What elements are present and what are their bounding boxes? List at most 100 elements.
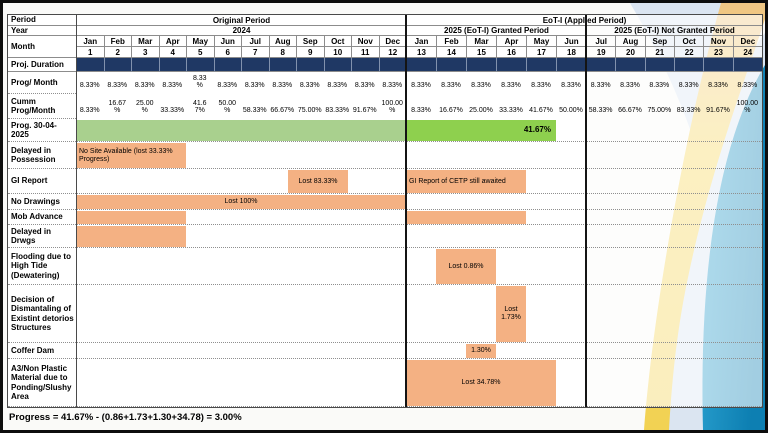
month-number-cell: 6 [213,47,241,58]
month-cell: Feb [103,36,131,47]
prog-month-value: 8.33% [244,82,265,90]
prog-month-value: 8.33% [590,82,611,90]
row-label-a3-non-plastic: A3/Non Plastic Material due to Ponding/S… [8,359,76,407]
month-number-cell: 16 [496,47,526,58]
duration-cell [673,58,704,72]
month-number-cell: 15 [466,47,496,58]
cumm-prog-value: 16.67% [439,107,463,115]
duration-cell [586,58,616,72]
gantt-bar-mob-advance [406,211,526,224]
cumm-prog-value: 83.33% [676,107,701,115]
gantt-bar-flooding-high-tide: Lost 0.86% [436,249,496,284]
duration-cell [406,58,436,72]
month-cell: Aug [268,36,296,47]
year-not-granted-header: 2025 (EoT-I) Not Granted Period [586,26,762,36]
prog-month-value: 8.33% [134,82,155,90]
month-cell: Jan [406,36,436,47]
month-cell: Nov [351,36,379,47]
row-label-prog-30-04-2025: Prog. 30-04-2025 [8,119,76,142]
month-number-cell: 12 [378,47,406,58]
gantt-row-coffer-dam [8,343,762,359]
month-cell: Mar [131,36,159,47]
month-cell: Apr [496,36,526,47]
gantt-table: Original Period EoT-I (Applied Period) 202… [8,15,762,407]
month-number-cell: 23 [703,47,733,58]
cumm-prog-value: 25.00 % [135,99,154,115]
month-cell: Sep [296,36,324,47]
row-label-month: Month [8,36,76,58]
month-number-cell: 20 [615,47,645,58]
duration-cell [615,58,645,72]
month-number-cell: 10 [323,47,351,58]
gantt-row-mob-advance [8,210,762,225]
month-number-cell: 22 [673,47,704,58]
month-cell: Oct [323,36,351,47]
month-cell: Nov [703,36,733,47]
month-cell: Dec [378,36,406,47]
prog-month-value: 8.33% [501,82,521,90]
cumm-prog-value: 91.67% [706,107,730,115]
gantt-bar-prog-30-04-2025: 41.67% [406,120,556,141]
duration-cell [378,58,406,72]
gantt-bar-gi-report: Lost 83.33% [287,170,349,193]
row-label-delayed-in-drwgs: Delayed in Drwgs [8,225,76,248]
gantt-row-decision-dismantling [8,285,762,343]
month-cell: Sep [644,36,674,47]
gantt-bar-delayed-in-drwgs [76,226,186,247]
duration-cell [703,58,733,72]
divider-label-column [76,15,77,407]
prog-month-value: 8.33% [79,82,100,90]
prog-month-value: 8.33% [107,82,128,90]
month-number-cell: 17 [526,47,556,58]
gantt-row-gi-report [8,169,762,194]
prog-month-value: 8.33% [649,82,670,90]
row-label-cumm-prog-month: Cumm Prog/Month [8,94,76,119]
row-label-delayed-in-possession: Delayed in Possession [8,142,76,169]
month-number-cell: 14 [436,47,466,58]
duration-cell [496,58,526,72]
cumm-prog-value: 41.6 7% [192,99,207,115]
month-number-cell: 24 [732,47,762,58]
month-cell: Apr [158,36,186,47]
duration-cell [76,58,104,72]
month-number-cell: 18 [556,47,586,58]
row-label-gi-report: GI Report [8,169,76,194]
duration-cell [296,58,324,72]
gantt-bar-a3-non-plastic: Lost 34.78% [406,360,556,406]
cumm-prog-value: 50.00% [559,107,583,115]
duration-cell [644,58,674,72]
month-cell: Dec [732,36,762,47]
cumm-prog-value: 91.67% [352,107,377,115]
duration-cell [351,58,379,72]
prog-month-value: 8.33% [737,82,758,90]
row-label-flooding-high-tide: Flooding due to High Tide (Dewatering) [8,248,76,285]
duration-cell [436,58,466,72]
duration-cell [241,58,269,72]
month-number-cell: 11 [351,47,379,58]
divider-granted-notgranted [585,15,587,407]
month-number-cell: 7 [241,47,269,58]
gantt-bar-delayed-in-possession: No Site Available (lost 33.33% Progress) [76,143,186,168]
cumm-prog-value: 41.67% [529,107,553,115]
duration-cell [213,58,241,72]
cumm-prog-value: 83.33% [325,107,350,115]
duration-cell [732,58,762,72]
cumm-prog-value: 58.33% [588,107,613,115]
month-number-cell: 3 [131,47,159,58]
row-label-no-drawings: No Drawings [8,194,76,210]
month-number-cell: 2 [103,47,131,58]
prog-month-value: 8.33 % [192,74,207,90]
prog-month-value: 8.33% [531,82,551,90]
gantt-row-prog-30-04-2025 [8,119,762,142]
duration-cell [158,58,186,72]
prog-month-value: 8.33% [708,82,728,90]
prog-month-value: 8.33% [561,82,581,90]
duration-cell [466,58,496,72]
cumm-prog-value: 75.00% [647,107,672,115]
duration-cell [268,58,296,72]
cumm-prog-value: 50.00 % [218,99,237,115]
prog-month-value: 8.33% [327,82,348,90]
prog-month-value: 8.33% [620,82,640,90]
cumm-prog-value: 100.00 % [381,99,403,115]
